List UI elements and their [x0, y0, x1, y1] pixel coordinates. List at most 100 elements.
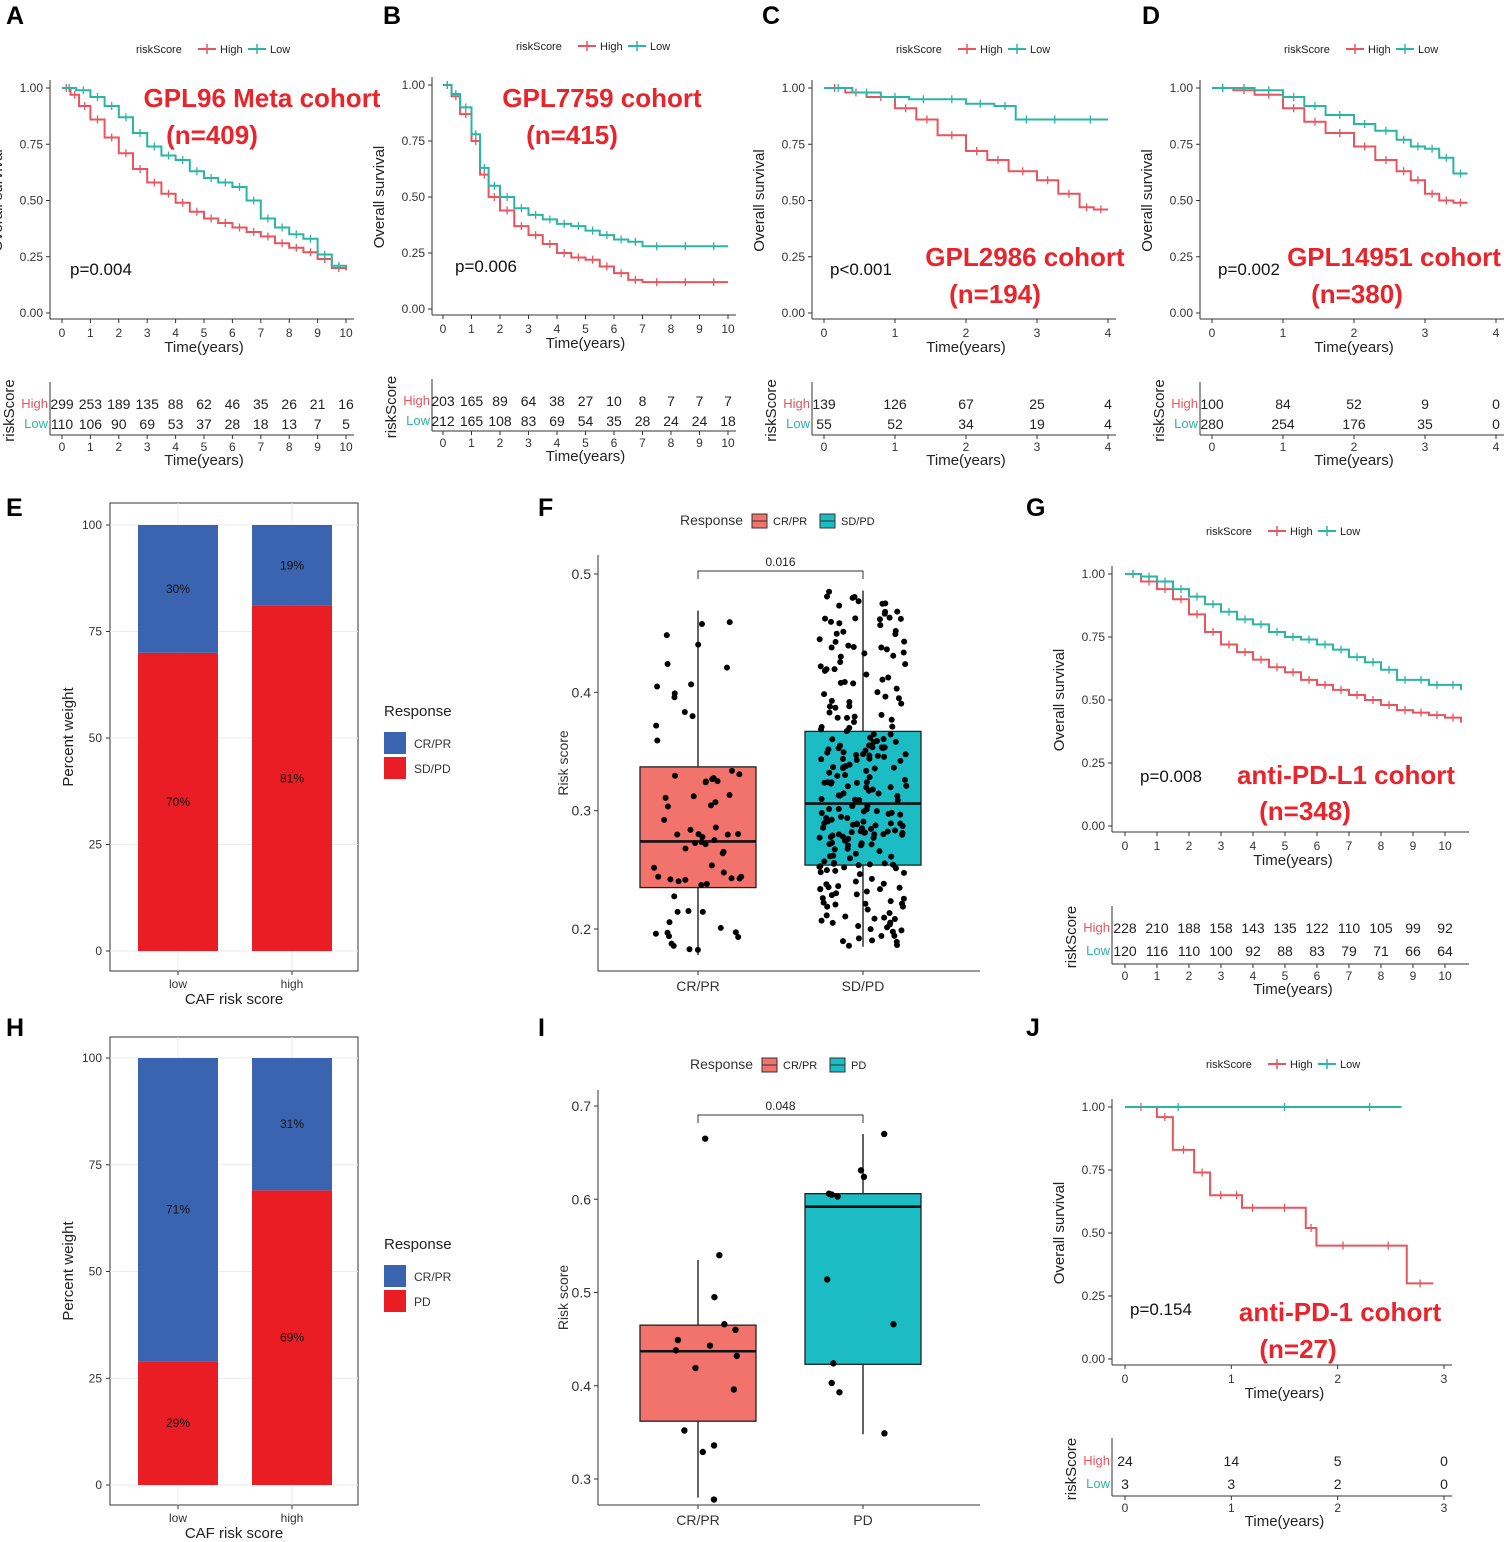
- data-point: [876, 848, 883, 855]
- significance-bracket: [697, 570, 864, 579]
- data-point: [874, 689, 881, 696]
- cohort-title: anti-PD-1 cohort: [1239, 1297, 1442, 1327]
- p-value: p=0.004: [70, 260, 132, 279]
- data-point: [842, 771, 849, 778]
- data-point: [880, 736, 887, 743]
- x-tick-label: 2: [963, 326, 970, 340]
- legend-label: CR/PR: [414, 737, 452, 751]
- x-tick-label: 3: [1441, 1372, 1448, 1386]
- y-tick-label: 0.4: [572, 1378, 592, 1394]
- risk-count-high: 203: [431, 393, 455, 409]
- data-point: [862, 747, 869, 754]
- data-point: [826, 806, 833, 813]
- data-point: [866, 752, 873, 759]
- cohort-n: (n=415): [526, 120, 618, 150]
- data-point: [860, 818, 867, 825]
- risk-table-title: riskScore: [1, 379, 18, 442]
- data-point: [834, 714, 841, 721]
- data-point: [850, 718, 857, 725]
- data-point: [882, 693, 889, 700]
- x-tick-label: 3: [144, 326, 151, 340]
- cohort-n: (n=409): [166, 120, 258, 150]
- data-point: [846, 703, 853, 710]
- data-point: [873, 737, 880, 744]
- legend-low-label: Low: [1418, 44, 1438, 56]
- bar-label: 70%: [166, 795, 190, 809]
- risk-x-tick-label: 8: [668, 436, 675, 450]
- data-point: [856, 796, 863, 803]
- data-point: [829, 736, 836, 743]
- legend-high-label: High: [1290, 1059, 1313, 1071]
- risk-x-tick-label: 10: [339, 440, 353, 454]
- risk-x-tick-label: 3: [1034, 440, 1041, 454]
- risk-count-low: 3: [1227, 1476, 1235, 1492]
- panel-letter-a: A: [6, 2, 24, 30]
- risk-count-low: 116: [1146, 943, 1169, 959]
- data-point: [844, 814, 851, 821]
- data-point: [824, 749, 831, 756]
- y-tick-label: 0.6: [572, 1191, 592, 1207]
- x-tick-label: 3: [1422, 326, 1429, 340]
- risk-x-tick-label: 9: [314, 440, 321, 454]
- km-curve-low: [62, 87, 347, 268]
- y-axis-title: Risk score: [555, 730, 571, 796]
- risk-count-high: 27: [578, 393, 594, 409]
- data-point: [898, 700, 905, 707]
- data-point: [883, 646, 890, 653]
- data-point: [667, 876, 674, 883]
- y-tick-label: 0.3: [572, 803, 592, 819]
- data-point: [855, 935, 862, 942]
- risk-x-tick-label: 0: [821, 440, 828, 454]
- data-point: [853, 779, 860, 786]
- data-point: [655, 873, 662, 880]
- x-axis-title: Time(years): [1253, 852, 1332, 869]
- risk-x-tick-label: 1: [87, 440, 94, 454]
- data-point: [887, 731, 894, 738]
- y-tick-label: 50: [89, 1265, 103, 1279]
- data-point: [868, 875, 875, 882]
- x-tick-label: 1: [1154, 839, 1161, 853]
- data-point: [829, 832, 836, 839]
- risk-count-low: 52: [887, 416, 903, 432]
- data-point: [817, 663, 824, 670]
- x-tick-label: 9: [696, 322, 703, 336]
- risk-x-tick-label: 3: [525, 436, 532, 450]
- data-point: [821, 858, 828, 865]
- risk-x-tick-label: 4: [172, 440, 179, 454]
- significance-bracket: [697, 1114, 864, 1123]
- panel-letter-h: H: [6, 1014, 24, 1042]
- data-point: [874, 752, 881, 759]
- data-point: [892, 627, 899, 634]
- data-point: [661, 816, 668, 823]
- y-tick-label: 0.00: [1082, 819, 1106, 833]
- x-tick-label: 4: [1105, 326, 1112, 340]
- x-tick-label: PD: [853, 1512, 872, 1528]
- data-point: [720, 869, 727, 876]
- data-point: [853, 820, 860, 827]
- data-point: [901, 776, 908, 783]
- cohort-title: anti-PD-L1 cohort: [1237, 760, 1455, 790]
- legend-low-label: Low: [1340, 526, 1360, 538]
- data-point: [654, 683, 661, 690]
- x-tick-label: 3: [525, 322, 532, 336]
- data-point: [711, 837, 718, 844]
- cohort-n: (n=380): [1311, 279, 1403, 309]
- risk-count-high: 158: [1209, 920, 1233, 936]
- risk-count-low: 24: [692, 413, 708, 429]
- legend-title: riskScore: [136, 44, 182, 56]
- cohort-n: (n=348): [1259, 796, 1351, 826]
- data-point: [896, 884, 903, 891]
- y-tick-label: 75: [89, 1158, 103, 1172]
- risk-label-low: Low: [1174, 416, 1198, 431]
- bar-crpr-low: [138, 525, 218, 653]
- panel-letter-c: C: [762, 2, 780, 30]
- data-point: [698, 620, 705, 627]
- data-point: [867, 734, 874, 741]
- data-point: [888, 716, 895, 723]
- data-point: [844, 842, 851, 849]
- data-point: [881, 860, 888, 867]
- data-point: [857, 1167, 865, 1174]
- data-point: [826, 840, 833, 847]
- data-point: [736, 771, 743, 778]
